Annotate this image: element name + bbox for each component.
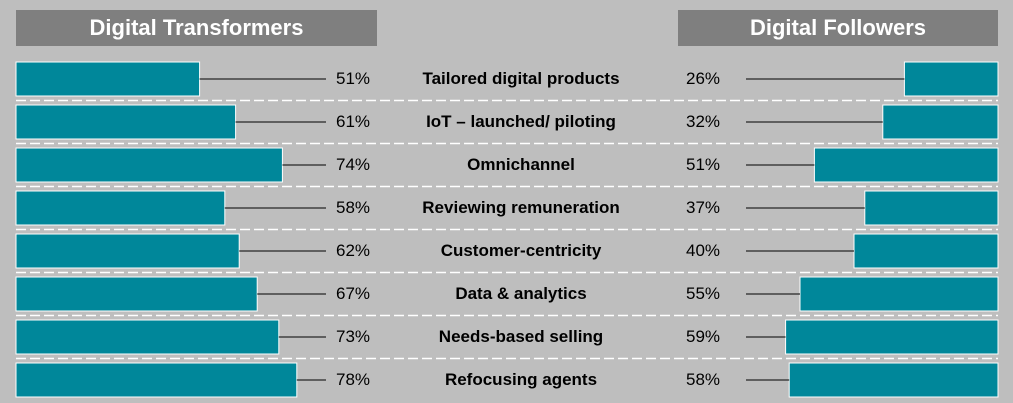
value-label-followers: 55% (686, 284, 721, 303)
category-label: Customer-centricity (440, 241, 602, 260)
bar-transformers (15, 61, 201, 97)
value-label-transformers: 62% (336, 241, 371, 260)
bar-followers (785, 319, 999, 355)
value-label-followers: 26% (686, 69, 721, 88)
bar-transformers (15, 319, 280, 355)
bar-followers (903, 61, 999, 97)
bar-transformers (15, 147, 283, 183)
value-label-followers: 58% (686, 370, 721, 389)
category-label: Refocusing agents (444, 370, 598, 389)
value-label-followers: 40% (686, 241, 721, 260)
value-label-transformers: 74% (336, 155, 371, 174)
bar-transformers (15, 104, 237, 140)
value-label-transformers: 51% (336, 69, 371, 88)
value-label-followers: 59% (686, 327, 721, 346)
value-label-transformers: 78% (336, 370, 371, 389)
value-label-transformers: 73% (336, 327, 371, 346)
value-label-transformers: 58% (336, 198, 371, 217)
bar-transformers (15, 362, 298, 398)
bar-followers (853, 233, 999, 269)
bar-followers (882, 104, 999, 140)
bar-transformers (15, 233, 240, 269)
category-label: Reviewing remuneration (422, 198, 620, 217)
header-digital-transformers: Digital Transformers (16, 10, 377, 46)
bar-followers (864, 190, 999, 226)
header-digital-followers: Digital Followers (678, 10, 998, 46)
value-label-followers: 37% (686, 198, 721, 217)
value-label-transformers: 61% (336, 112, 371, 131)
value-label-followers: 32% (686, 112, 721, 131)
bar-followers (813, 147, 999, 183)
bar-followers (799, 276, 999, 312)
bar-transformers (15, 276, 258, 312)
category-label: Tailored digital products (422, 69, 620, 88)
value-label-transformers: 67% (336, 284, 371, 303)
bar-transformers (15, 190, 226, 226)
category-label: IoT – launched/ piloting (426, 112, 616, 131)
value-label-followers: 51% (686, 155, 721, 174)
category-label: Data & analytics (455, 284, 587, 303)
bar-followers (788, 362, 999, 398)
category-label: Omnichannel (467, 155, 575, 174)
category-label: Needs-based selling (438, 327, 604, 346)
